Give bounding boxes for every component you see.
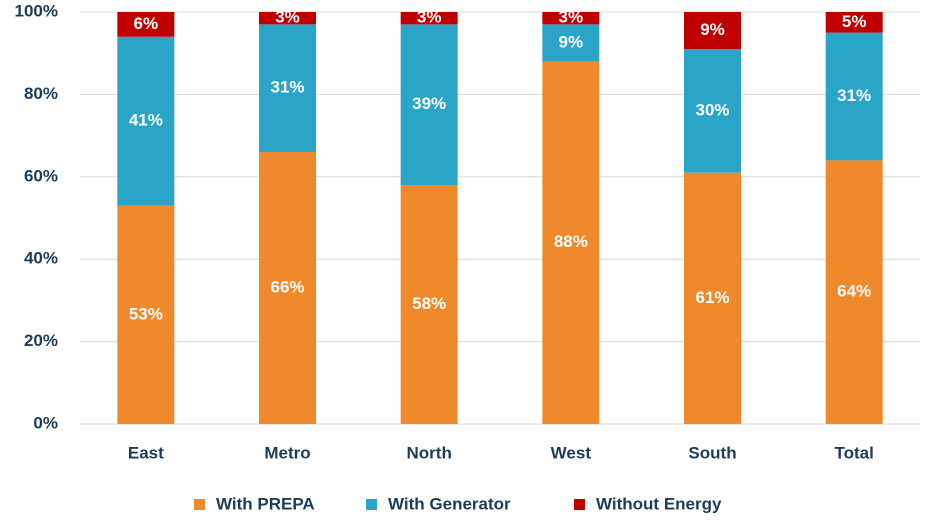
value-label: 9% <box>700 20 725 39</box>
value-label: 41% <box>129 111 163 130</box>
value-label: 53% <box>129 304 163 323</box>
value-label: 3% <box>275 8 300 27</box>
value-label: 3% <box>417 8 442 27</box>
value-label: 64% <box>837 282 871 301</box>
bar-segment <box>825 12 883 33</box>
value-label: 58% <box>412 294 446 313</box>
legend-label: With Generator <box>388 494 511 513</box>
legend-swatch <box>574 499 585 510</box>
x-tick-label: East <box>128 443 164 462</box>
bar-segment <box>259 24 316 153</box>
value-label: 31% <box>270 78 304 97</box>
value-label: 39% <box>412 94 446 113</box>
y-tick-label: 80% <box>24 84 58 103</box>
legend-label: With PREPA <box>216 494 315 513</box>
y-tick-label: 40% <box>24 249 58 268</box>
bar-segment <box>684 49 741 173</box>
value-label: 9% <box>559 32 584 51</box>
bar-segment <box>684 12 741 50</box>
value-label: 3% <box>559 8 584 27</box>
x-tick-label: South <box>688 443 736 462</box>
legend-label: Without Energy <box>596 494 722 513</box>
y-tick-label: 20% <box>24 331 58 350</box>
legend-swatch <box>366 499 377 510</box>
bar-segment <box>542 12 600 25</box>
bar-segment <box>825 32 883 161</box>
value-label: 61% <box>695 288 729 307</box>
value-label: 88% <box>554 232 588 251</box>
x-tick-label: Metro <box>264 443 310 462</box>
bar-segment <box>684 172 741 424</box>
bar-segment <box>542 24 600 62</box>
bar-segment <box>259 12 316 25</box>
bar-segment <box>400 24 458 186</box>
bar-segment <box>259 152 316 424</box>
bar-segment <box>117 12 175 37</box>
value-label: 30% <box>695 100 729 119</box>
value-label: 5% <box>842 12 867 31</box>
bar-segment <box>400 185 458 424</box>
value-label: 6% <box>134 14 159 33</box>
legend-swatch <box>194 499 205 510</box>
value-label: 66% <box>270 278 304 297</box>
bar-segment <box>825 160 883 424</box>
bar-segment <box>400 12 458 25</box>
value-label: 31% <box>837 86 871 105</box>
y-tick-label: 0% <box>33 413 58 432</box>
y-tick-label: 60% <box>24 166 58 185</box>
bar-segment <box>542 61 600 424</box>
bar-segment <box>117 36 175 206</box>
x-tick-label: West <box>551 443 592 462</box>
bar-segment <box>117 205 175 424</box>
x-tick-label: Total <box>834 443 873 462</box>
y-tick-label: 100% <box>15 1 58 20</box>
x-tick-label: North <box>407 443 452 462</box>
